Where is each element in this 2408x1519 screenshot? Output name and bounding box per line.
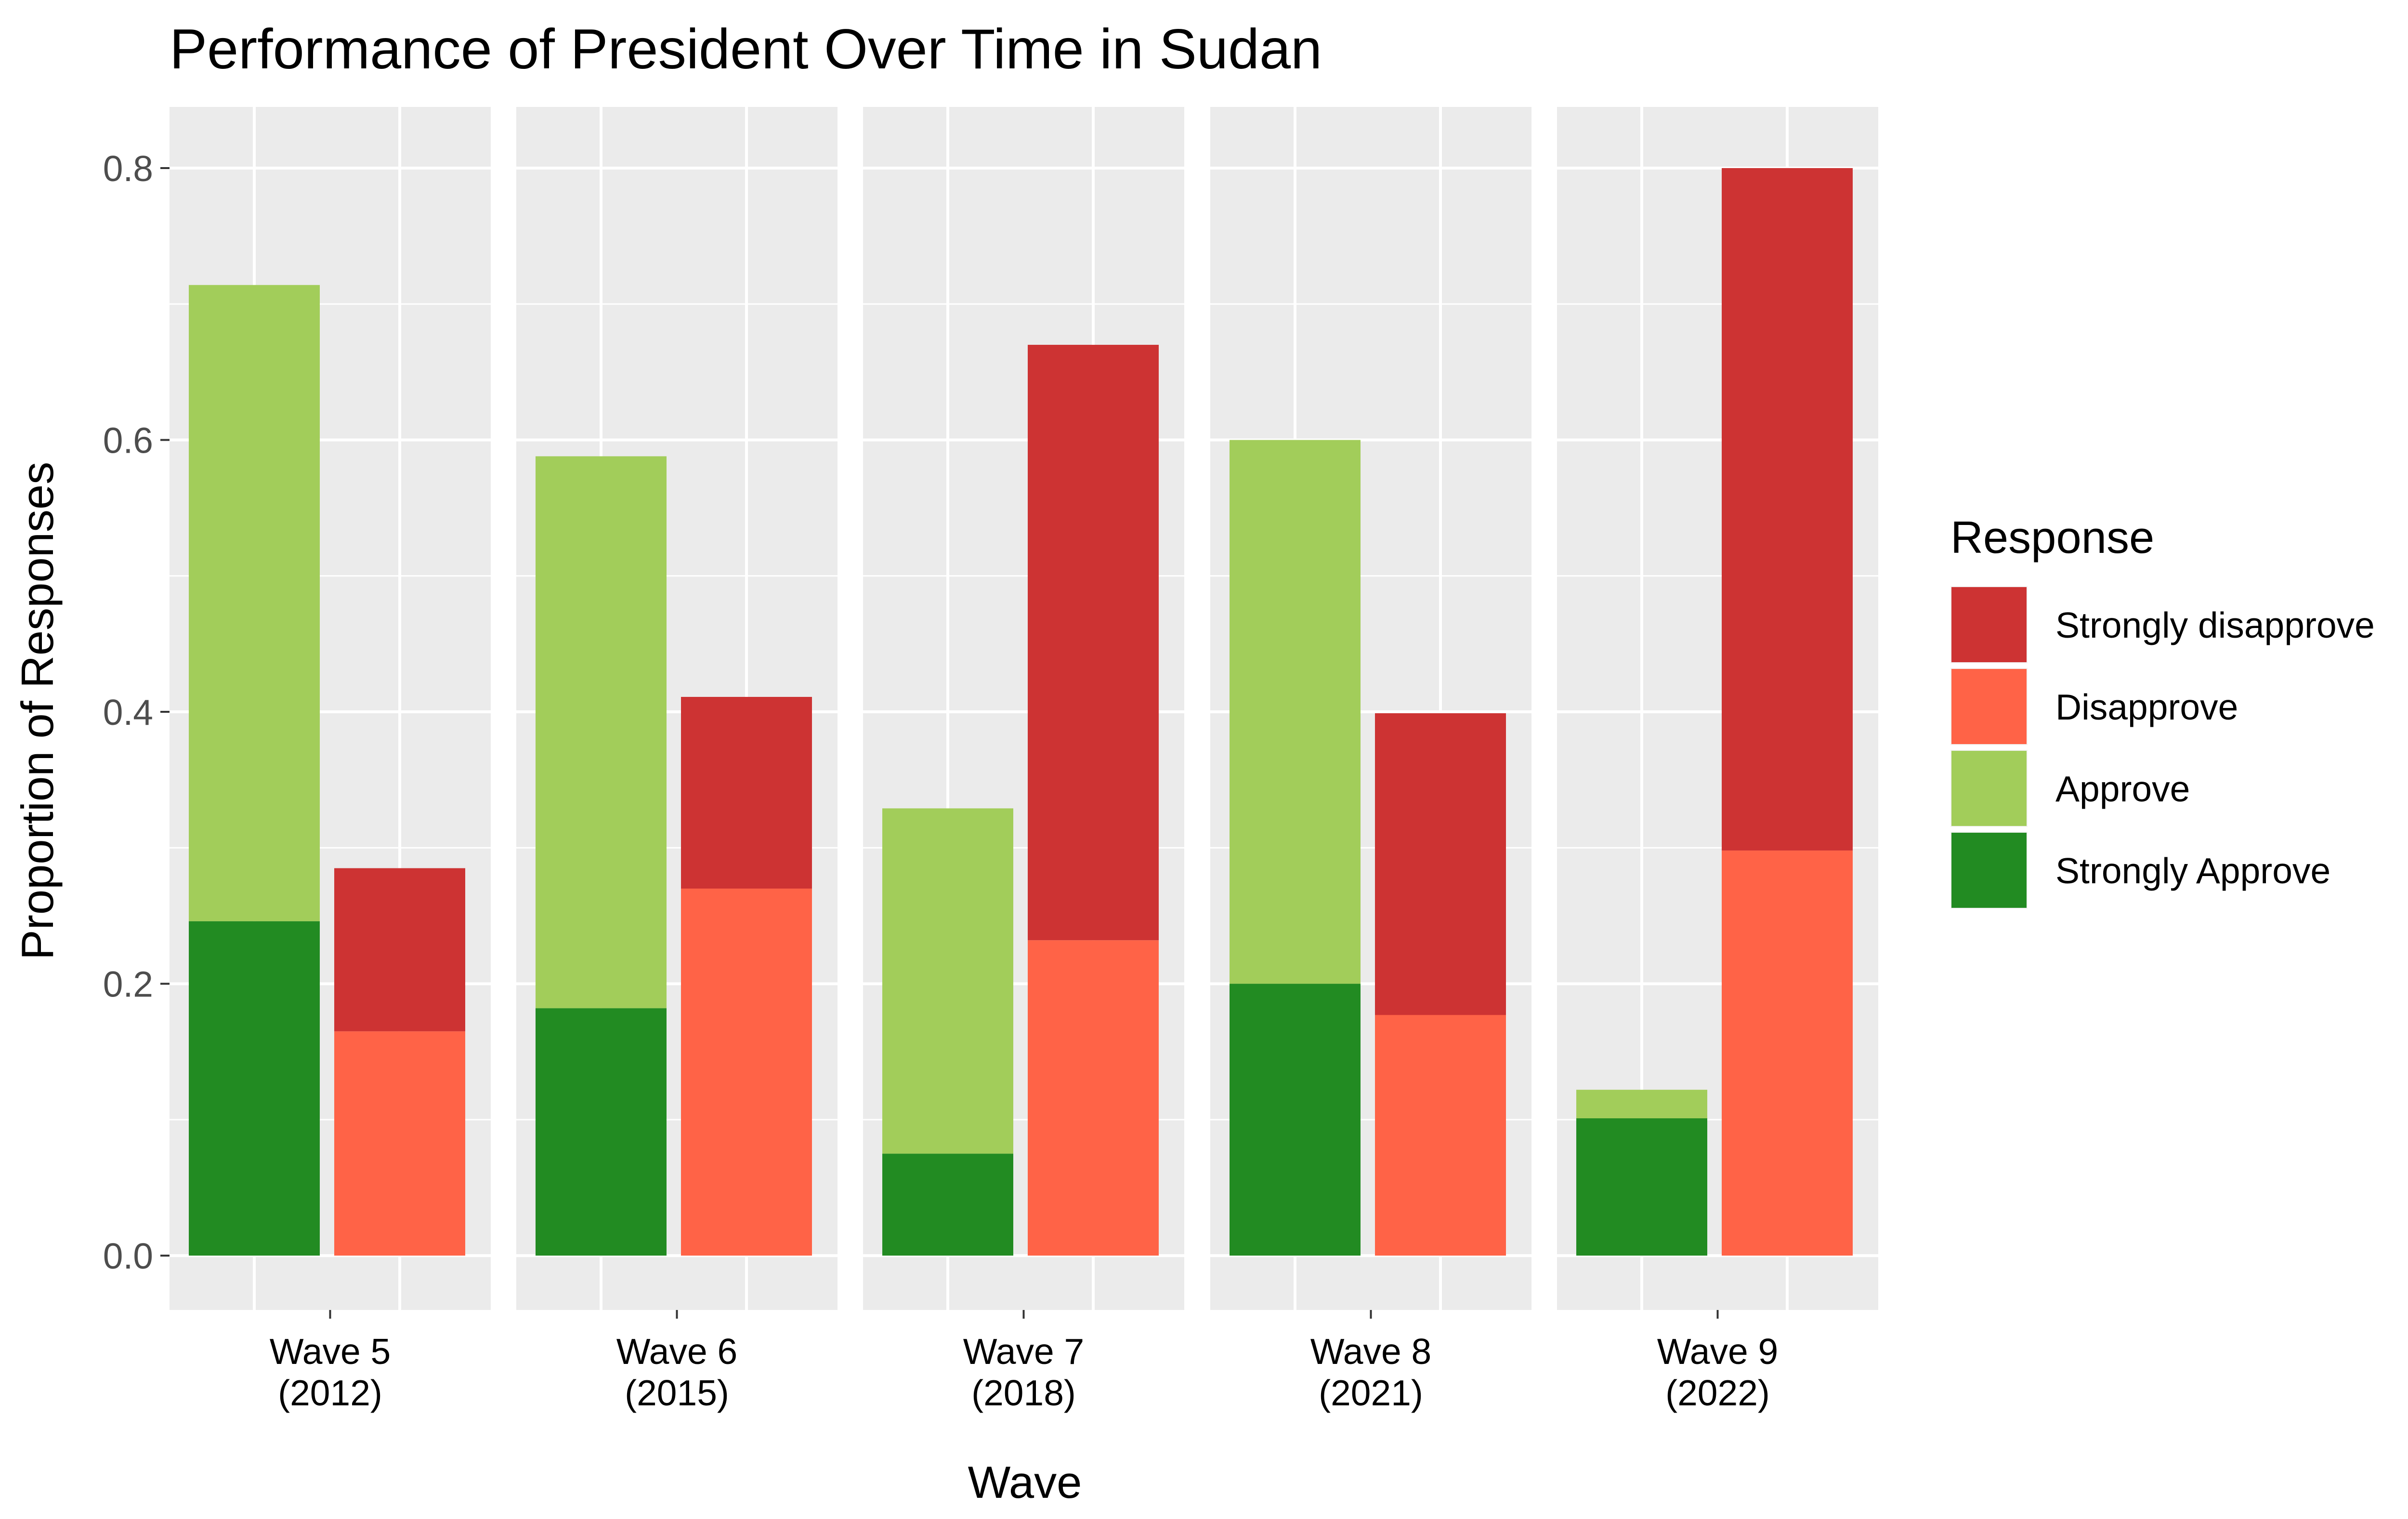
panels: Wave 5(2012)Wave 6(2015)Wave 7(2018)Wave…	[170, 107, 1878, 1413]
x-tick-label: (2021)	[1319, 1373, 1423, 1413]
x-tick-label: Wave 9	[1657, 1331, 1778, 1372]
bar-disapprove	[1028, 940, 1159, 1256]
legend-label: Disapprove	[2055, 687, 2238, 727]
y-tick-label: 0.4	[103, 692, 153, 733]
bar-disapprove	[1722, 850, 1853, 1256]
x-tick-label: (2022)	[1665, 1373, 1770, 1413]
panel: Wave 5(2012)	[170, 107, 491, 1413]
legend-swatch	[1951, 669, 2027, 744]
legend-swatch	[1951, 833, 2027, 908]
bar-strongly-approve	[536, 1008, 667, 1256]
bar-approve	[1230, 440, 1361, 984]
bar-disapprove	[1375, 1015, 1506, 1256]
x-tick-label: (2018)	[971, 1373, 1076, 1413]
bar-strongly-disapprove	[334, 868, 465, 1032]
legend-swatch	[1951, 587, 2027, 662]
panel: Wave 9(2022)	[1557, 107, 1878, 1413]
x-tick-label: Wave 6	[616, 1331, 737, 1372]
panel: Wave 7(2018)	[863, 107, 1184, 1413]
panel: Wave 6(2015)	[516, 107, 838, 1413]
bar-strongly-approve	[1230, 983, 1361, 1256]
legend-item-strongly-disapprove: Strongly disapprove	[1950, 586, 2375, 663]
legend-label: Strongly Approve	[2055, 851, 2330, 891]
y-tick-label: 0.6	[103, 420, 153, 461]
y-tick-label: 0.2	[103, 964, 153, 1005]
legend-items: Strongly disapprove Disapprove Approve Stro…	[1950, 586, 2375, 909]
bar-disapprove	[681, 888, 812, 1256]
bar-approve	[189, 285, 320, 921]
bar-approve	[536, 456, 667, 1008]
bar-strongly-disapprove	[681, 697, 812, 889]
chart-title: Performance of President Over Time in Su…	[170, 17, 1322, 80]
bar-strongly-approve	[882, 1153, 1013, 1256]
bar-strongly-disapprove	[1375, 713, 1506, 1015]
x-tick-label: (2015)	[625, 1373, 729, 1413]
legend-item-approve: Approve	[1950, 750, 2190, 827]
x-tick-label: Wave 8	[1310, 1331, 1431, 1372]
x-axis-label: Wave	[968, 1457, 1082, 1507]
panel: Wave 8(2021)	[1210, 107, 1531, 1413]
bar-strongly-disapprove	[1722, 168, 1853, 851]
legend-item-disapprove: Disapprove	[1950, 668, 2238, 745]
legend-label: Strongly disapprove	[2055, 605, 2375, 645]
x-tick-label: Wave 5	[270, 1331, 391, 1372]
x-tick-label: (2012)	[278, 1373, 382, 1413]
bar-approve	[1576, 1089, 1707, 1119]
y-axis: 0.0 0.2 0.4 0.6 0.8	[103, 148, 170, 1276]
legend-title: Response	[1950, 512, 2154, 563]
bar-strongly-approve	[189, 921, 320, 1256]
bar-strongly-approve	[1576, 1118, 1707, 1256]
y-axis-label: Proportion of Responses	[12, 462, 63, 960]
x-tick-label: Wave 7	[963, 1331, 1084, 1372]
y-tick-label: 0.8	[103, 148, 153, 189]
legend-swatch	[1951, 751, 2027, 826]
y-tick-label: 0.0	[103, 1236, 153, 1276]
legend: Response Strongly disapprove Disapprove Ap…	[1950, 512, 2375, 909]
legend-label: Approve	[2055, 769, 2190, 809]
bar-disapprove	[334, 1031, 465, 1256]
legend-item-strongly-approve: Strongly Approve	[1950, 832, 2330, 909]
bar-strongly-disapprove	[1028, 344, 1159, 941]
bar-approve	[882, 808, 1013, 1154]
